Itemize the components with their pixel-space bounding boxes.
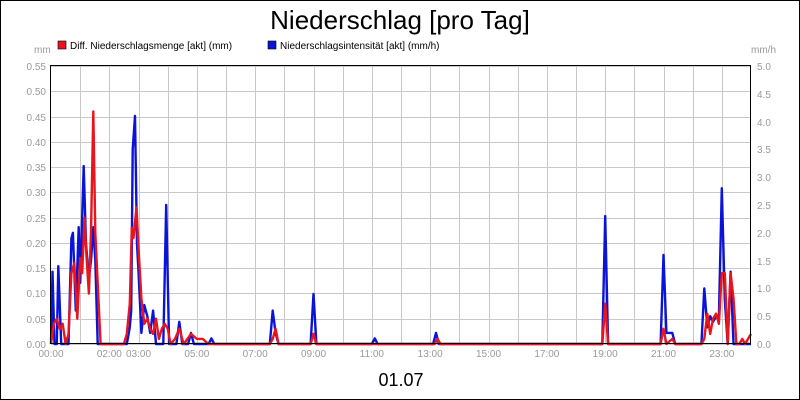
right-axis-unit: mm/h [751, 45, 776, 56]
x-tick-label: 19:00 [593, 349, 618, 360]
legend: Diff. Niederschlagsmenge [akt] (mm) Nied… [57, 40, 440, 52]
x-tick-label: 13:00 [418, 349, 443, 360]
chart-title: Niederschlag [pro Tag] [270, 5, 530, 35]
x-tick-label: 00:00 [38, 349, 63, 360]
left-tick-label: 0.55 [27, 62, 47, 73]
date-label: 01.07 [378, 370, 423, 390]
legend-label-intensity: Niederschlagsintensität [akt] (mm/h) [280, 41, 440, 52]
x-tick-label: 05:00 [184, 349, 209, 360]
left-tick-label: 0.45 [27, 113, 47, 124]
x-tick-label: 02:00 [97, 349, 122, 360]
legend-swatch-amount [57, 40, 67, 50]
left-tick-label: 0.50 [27, 87, 47, 98]
right-tick-label: 4.0 [757, 118, 771, 129]
left-axis-ticks: 0.00 0.05 0.10 0.15 0.20 0.25 0.30 0.35 0.40 0.45… [27, 62, 47, 351]
right-tick-label: 1.0 [757, 284, 771, 295]
right-tick-label: 2.5 [757, 201, 771, 212]
x-tick-label: 17:00 [534, 349, 559, 360]
left-tick-label: 0.10 [27, 289, 47, 300]
right-tick-label: 2.0 [757, 229, 771, 240]
x-tick-label: 23:00 [709, 349, 734, 360]
x-tick-label: 07:00 [243, 349, 268, 360]
left-axis-unit: mm [34, 45, 51, 56]
left-tick-label: 0.35 [27, 163, 47, 174]
grid [51, 66, 751, 345]
legend-label-amount: Diff. Niederschlagsmenge [akt] (mm) [70, 41, 232, 52]
right-tick-label: 3.5 [757, 145, 771, 156]
right-tick-label: 4.5 [757, 90, 771, 101]
x-tick-label: 11:00 [360, 349, 385, 360]
x-tick-label: 21:00 [651, 349, 676, 360]
right-tick-label: 0.5 [757, 312, 771, 323]
right-axis-ticks: 0.0 0.5 1.0 1.5 2.0 2.5 3.0 3.5 4.0 4.5 5.0 [757, 62, 771, 351]
right-tick-label: 0.0 [757, 340, 771, 351]
left-tick-label: 0.00 [27, 340, 47, 351]
right-tick-label: 5.0 [757, 62, 771, 73]
plot-border [50, 65, 751, 344]
right-tick-label: 3.0 [757, 173, 771, 184]
x-tick-label: 09:00 [301, 349, 326, 360]
x-tick-label: 15:00 [476, 349, 501, 360]
left-tick-label: 0.05 [27, 315, 47, 326]
left-tick-label: 0.25 [27, 214, 47, 225]
left-tick-label: 0.30 [27, 188, 47, 199]
left-tick-label: 0.20 [27, 239, 47, 250]
x-tick-label: 03:00 [126, 349, 151, 360]
x-axis-ticks: 00:00 02:00 03:00 05:00 07:00 09:00 11:00 13:00… [38, 349, 734, 360]
left-tick-label: 0.15 [27, 264, 47, 275]
legend-swatch-intensity [267, 40, 277, 50]
right-tick-label: 1.5 [757, 257, 771, 268]
left-tick-label: 0.40 [27, 138, 47, 149]
